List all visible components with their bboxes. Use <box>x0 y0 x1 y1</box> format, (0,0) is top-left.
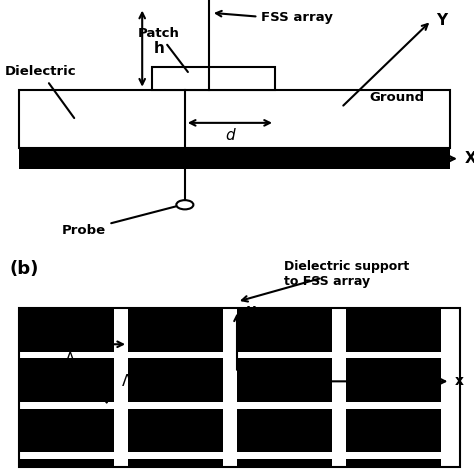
Bar <box>19 358 114 402</box>
Bar <box>237 308 332 352</box>
Text: Ground: Ground <box>370 91 425 104</box>
Bar <box>128 459 223 467</box>
Text: (b): (b) <box>9 260 39 278</box>
Bar <box>128 358 223 402</box>
Text: h: h <box>154 41 165 56</box>
Text: Probe: Probe <box>62 203 189 237</box>
Bar <box>128 308 223 352</box>
Bar <box>19 148 450 169</box>
Bar <box>19 90 450 148</box>
Text: Dielectric support
to FSS array: Dielectric support to FSS array <box>284 260 410 288</box>
Bar <box>346 358 441 402</box>
Bar <box>346 308 441 352</box>
Text: d: d <box>225 128 235 143</box>
Bar <box>237 358 332 402</box>
Bar <box>346 459 441 467</box>
Bar <box>346 409 441 452</box>
Bar <box>19 308 460 467</box>
Bar <box>19 409 114 452</box>
Bar <box>128 409 223 452</box>
Text: $\Lambda_x$: $\Lambda_x$ <box>64 350 83 369</box>
Bar <box>237 459 332 467</box>
Text: Patch: Patch <box>137 27 188 72</box>
Text: FSS array: FSS array <box>261 11 333 25</box>
Text: Dielectric: Dielectric <box>5 65 76 118</box>
Text: x: x <box>455 374 464 388</box>
Circle shape <box>176 200 193 210</box>
Bar <box>19 308 114 352</box>
Bar <box>152 66 275 90</box>
Text: $\Lambda_y$: $\Lambda_y$ <box>121 372 140 393</box>
Bar <box>19 459 114 467</box>
Bar <box>237 409 332 452</box>
Text: Y: Y <box>436 13 447 28</box>
Text: y: y <box>246 303 255 318</box>
Text: X: X <box>465 151 474 166</box>
